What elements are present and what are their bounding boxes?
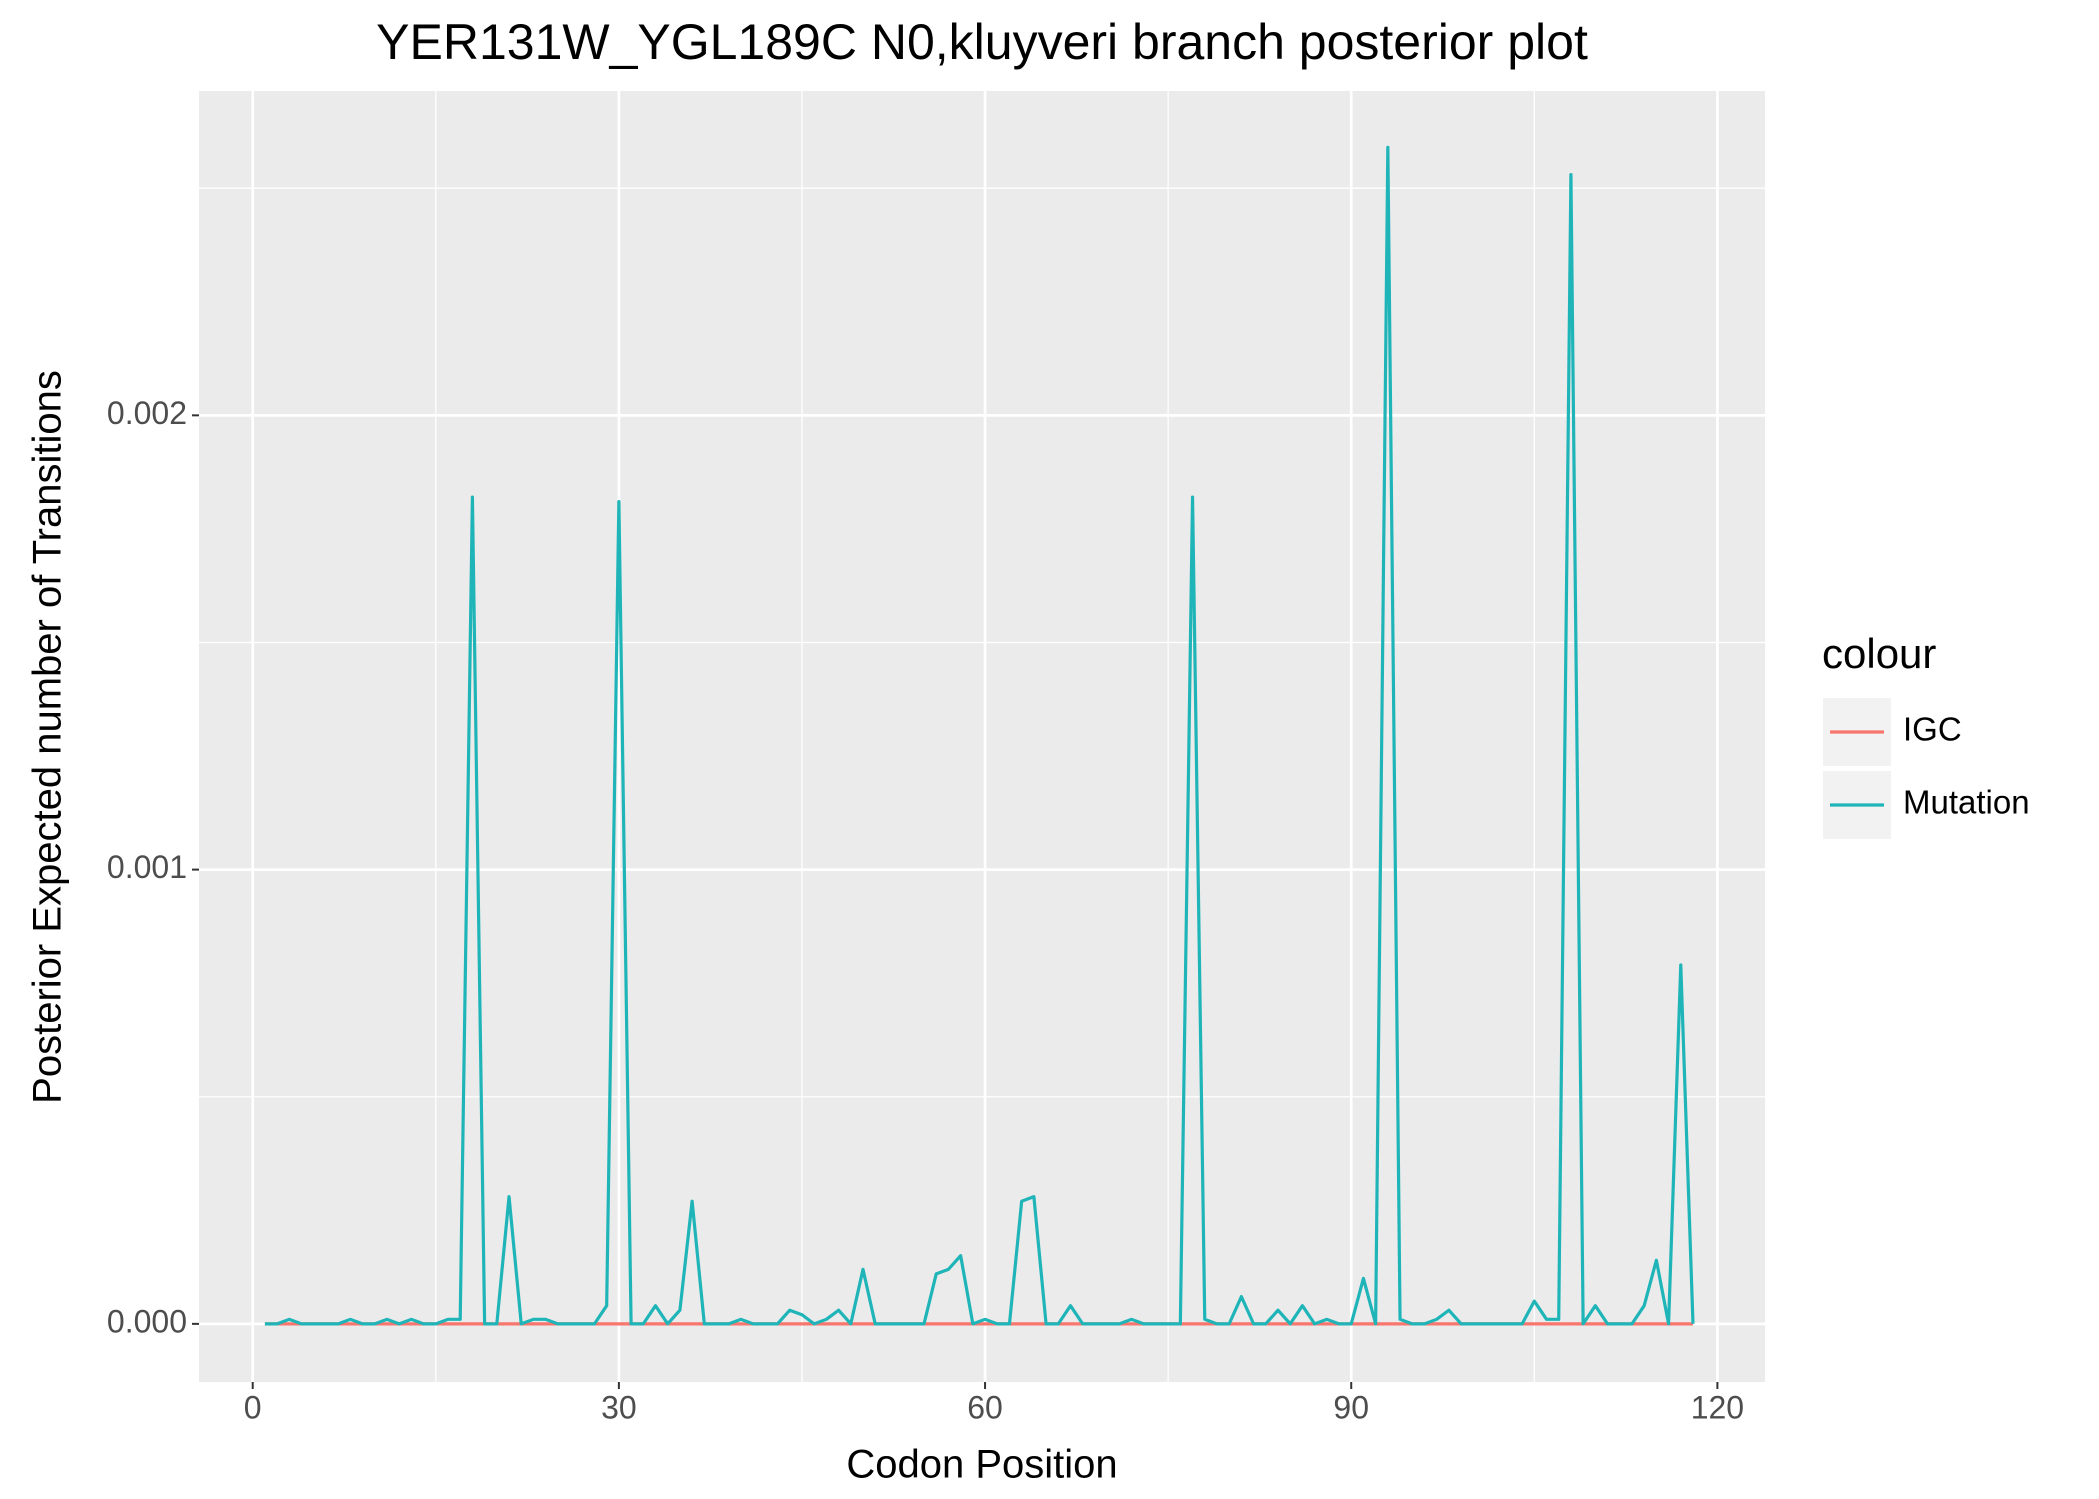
x-axis-label: Codon Position [846, 1443, 1117, 1487]
panel [199, 91, 1765, 1382]
x-tick-label: 60 [967, 1389, 1003, 1425]
legend-label: Mutation [1903, 784, 2030, 821]
legend-label: IGC [1903, 711, 1962, 748]
chart-title: YER131W_YGL189C N0,kluyveri branch poste… [376, 14, 1588, 70]
x-tick-label: 120 [1691, 1389, 1744, 1425]
x-tick-label: 90 [1333, 1389, 1369, 1425]
y-tick-label: 0.001 [107, 849, 187, 885]
y-tick-label: 0.002 [107, 395, 187, 431]
y-axis-label: Posterior Expected number of Transitions [26, 370, 70, 1104]
y-tick-label: 0.000 [107, 1303, 187, 1339]
x-tick-label: 0 [244, 1389, 262, 1425]
series-line [264, 145, 1695, 1326]
x-tick-label: 30 [601, 1389, 637, 1425]
legend-title: colour [1822, 630, 1936, 677]
